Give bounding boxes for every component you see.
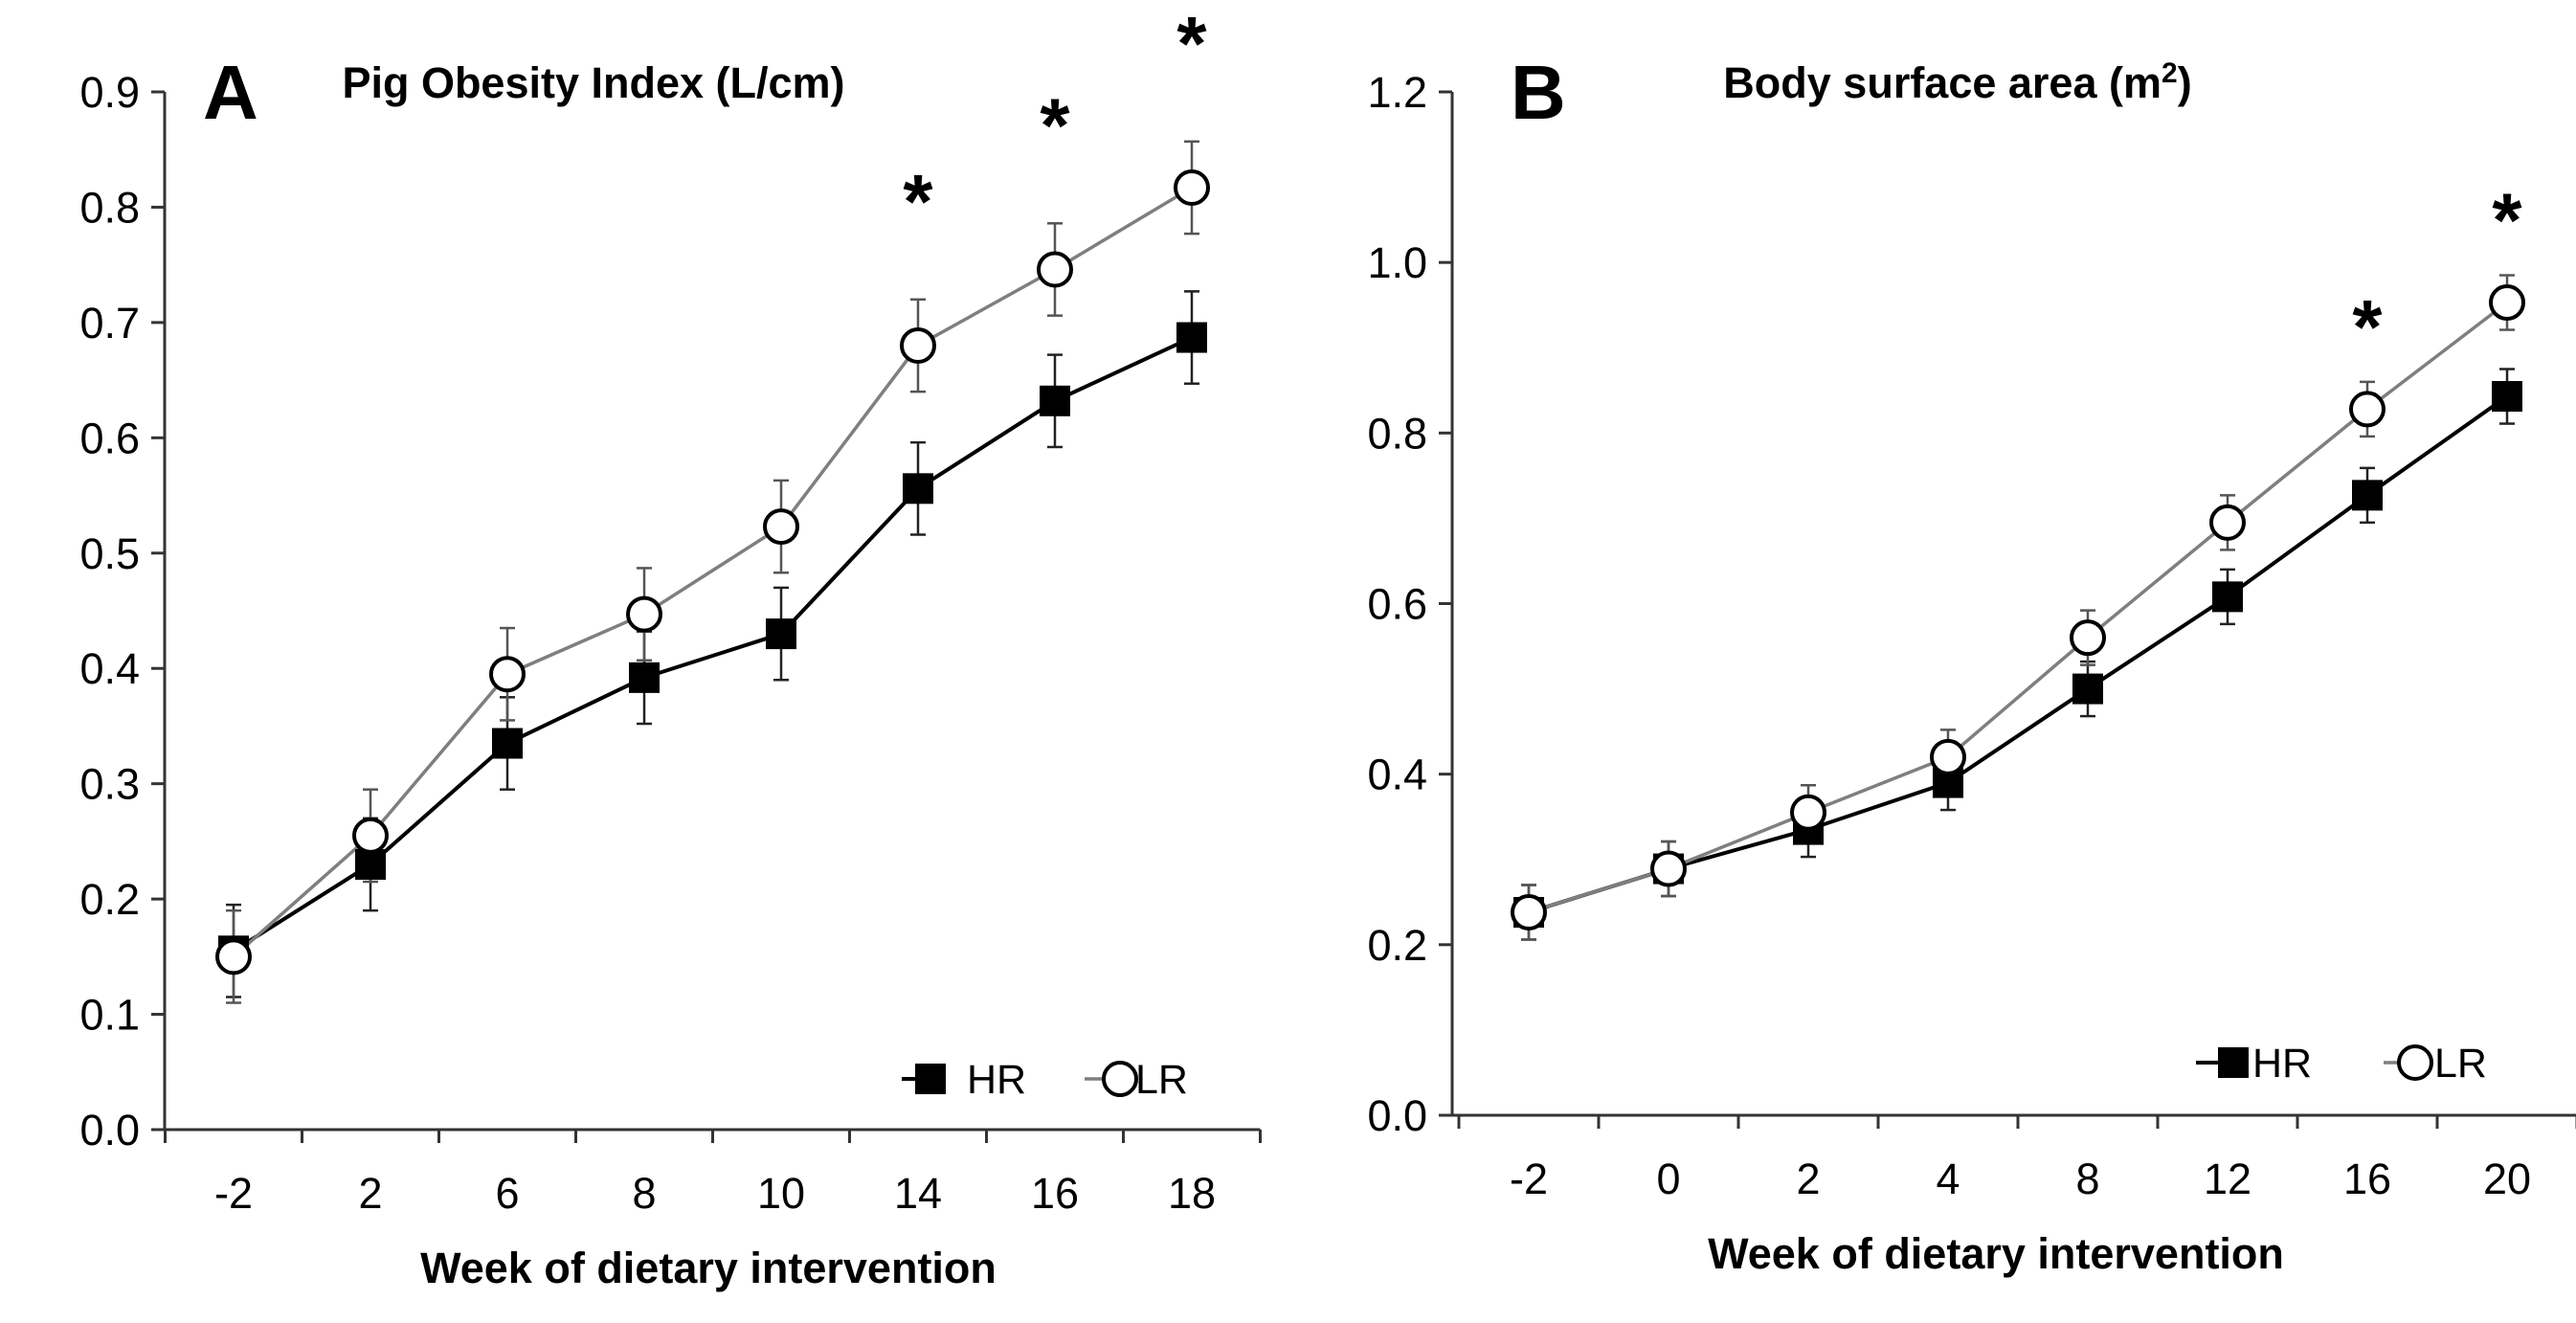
- chart-panel-b: 0.0 0.2 0.4 0.6 0.8 1.0 1.2 -2 0 2 4 8 12 16 20 Week of…: [1367, 50, 2576, 1278]
- significance-star: *: [903, 159, 933, 244]
- y-tick-label: 0.8: [1367, 409, 1427, 458]
- x-tick-label: 10: [757, 1169, 805, 1218]
- y-tick-label: 0.2: [79, 875, 140, 924]
- y-tick-label: 1.2: [1367, 68, 1427, 117]
- legend-marker-hr: [915, 1064, 946, 1094]
- data-point-lr: [215, 938, 252, 975]
- data-point-hr: [629, 662, 660, 693]
- chart-title-superscript: 2: [2162, 57, 2178, 89]
- y-tick-label: 0.6: [79, 414, 140, 462]
- data-point-lr: [489, 656, 526, 693]
- data-point-lr: [1174, 168, 1210, 206]
- data-point-hr: [2072, 673, 2103, 705]
- chart-title-main: Body surface area (m: [1723, 58, 2162, 107]
- series-lr: [1521, 274, 2515, 941]
- data-point-lr: [1511, 893, 1547, 931]
- x-tick-label: -2: [214, 1169, 253, 1218]
- x-tick-label: 14: [894, 1169, 942, 1218]
- data-point-hr: [492, 728, 523, 759]
- x-tick-label: 18: [1168, 1169, 1216, 1218]
- markers-lr: [1511, 284, 2525, 931]
- legend-marker-lr: [2397, 1044, 2433, 1081]
- data-point-hr: [2212, 581, 2243, 613]
- legend-marker-hr: [2218, 1047, 2249, 1078]
- x-tick-label: 12: [2204, 1155, 2251, 1203]
- y-tick-label: 0.0: [1367, 1091, 1427, 1140]
- chart-title-main: Pig Obesity Index (L/cm): [342, 58, 844, 107]
- y-tick-label: 0.3: [79, 760, 140, 809]
- data-point-lr: [2209, 504, 2246, 541]
- y-tick-label: 1.0: [1367, 238, 1427, 287]
- x-tick-label: 6: [495, 1169, 519, 1218]
- y-tick-label: 0.1: [79, 991, 140, 1040]
- data-point-lr: [352, 817, 389, 854]
- data-point-hr: [355, 848, 386, 880]
- x-tick-label: 16: [2343, 1155, 2391, 1203]
- y-tick-label: 0.0: [79, 1106, 140, 1155]
- x-axis-title: Week of dietary intervention: [420, 1244, 997, 1292]
- y-tick-label: 0.2: [1367, 921, 1427, 970]
- y-tick-label: 0.6: [1367, 580, 1427, 629]
- legend: HR LR: [902, 1057, 1188, 1103]
- series-line-hr: [1528, 394, 2509, 914]
- x-tick-label: 16: [1031, 1169, 1079, 1218]
- x-tick-label: 2: [358, 1169, 382, 1218]
- panel-letter: B: [1511, 50, 1566, 135]
- y-tick-label: 0.9: [79, 68, 140, 117]
- x-tick-label: 0: [1656, 1155, 1680, 1203]
- markers-hr: [218, 322, 1207, 967]
- data-point-hr: [1040, 385, 1070, 416]
- x-axis-title: Week of dietary intervention: [1708, 1229, 2284, 1278]
- data-point-lr: [2489, 284, 2525, 322]
- panel-letter: A: [203, 50, 258, 135]
- series-line-hr: [232, 335, 1193, 953]
- data-point-lr: [1790, 794, 1826, 831]
- data-point-lr: [2349, 391, 2386, 428]
- legend-marker-lr: [1102, 1061, 1138, 1097]
- x-tick-label: 4: [1936, 1155, 1960, 1203]
- legend-label-lr: LR: [2434, 1041, 2487, 1087]
- y-tick-label: 0.7: [79, 299, 140, 348]
- y-tick-label: 0.8: [79, 183, 140, 232]
- significance-star: *: [2492, 178, 2522, 263]
- significance-star: *: [1176, 1, 1207, 86]
- data-point-lr: [763, 508, 799, 546]
- data-point-lr: [1650, 850, 1687, 887]
- markers-lr: [215, 168, 1210, 975]
- x-tick-label: 8: [632, 1169, 656, 1218]
- x-tick-label: 20: [2483, 1155, 2531, 1203]
- x-tick-label: 2: [1796, 1155, 1820, 1203]
- chart-title: Body surface area (m2): [1723, 57, 2191, 107]
- data-point-lr: [2070, 619, 2106, 657]
- chart-title: Pig Obesity Index (L/cm): [342, 58, 844, 107]
- data-point-lr: [626, 595, 662, 633]
- chart-title-suffix: ): [2178, 58, 2192, 107]
- data-point-hr: [766, 618, 796, 650]
- markers-hr: [1513, 381, 2522, 928]
- x-tick-label: 8: [2075, 1155, 2099, 1203]
- data-point-hr: [2352, 480, 2383, 511]
- data-point-hr: [2492, 381, 2522, 413]
- legend-label-hr: HR: [967, 1057, 1026, 1103]
- legend-label-lr: LR: [1135, 1057, 1188, 1103]
- legend: HR LR: [2196, 1041, 2487, 1087]
- x-tick-label: -2: [1510, 1155, 1548, 1203]
- y-tick-label: 0.5: [79, 529, 140, 578]
- significance-star: *: [1040, 82, 1070, 168]
- legend-label-hr: HR: [2252, 1041, 2312, 1087]
- y-tick-label: 0.4: [1367, 751, 1427, 799]
- series-line-lr: [1528, 301, 2509, 914]
- significance-star: *: [2352, 284, 2383, 370]
- y-tick-label: 0.4: [79, 644, 140, 693]
- series-line-lr: [232, 186, 1193, 958]
- data-point-hr: [1176, 322, 1207, 353]
- data-point-hr: [903, 473, 933, 505]
- data-point-lr: [900, 326, 936, 364]
- data-point-lr: [1037, 251, 1073, 288]
- data-point-lr: [1930, 738, 1966, 775]
- chart-panel-a: 0.0 0.1 0.2 0.3 0.4 0.5 0.6 0.7 0.8 0.9 -2 2 6 8 10 14 1…: [79, 1, 1262, 1292]
